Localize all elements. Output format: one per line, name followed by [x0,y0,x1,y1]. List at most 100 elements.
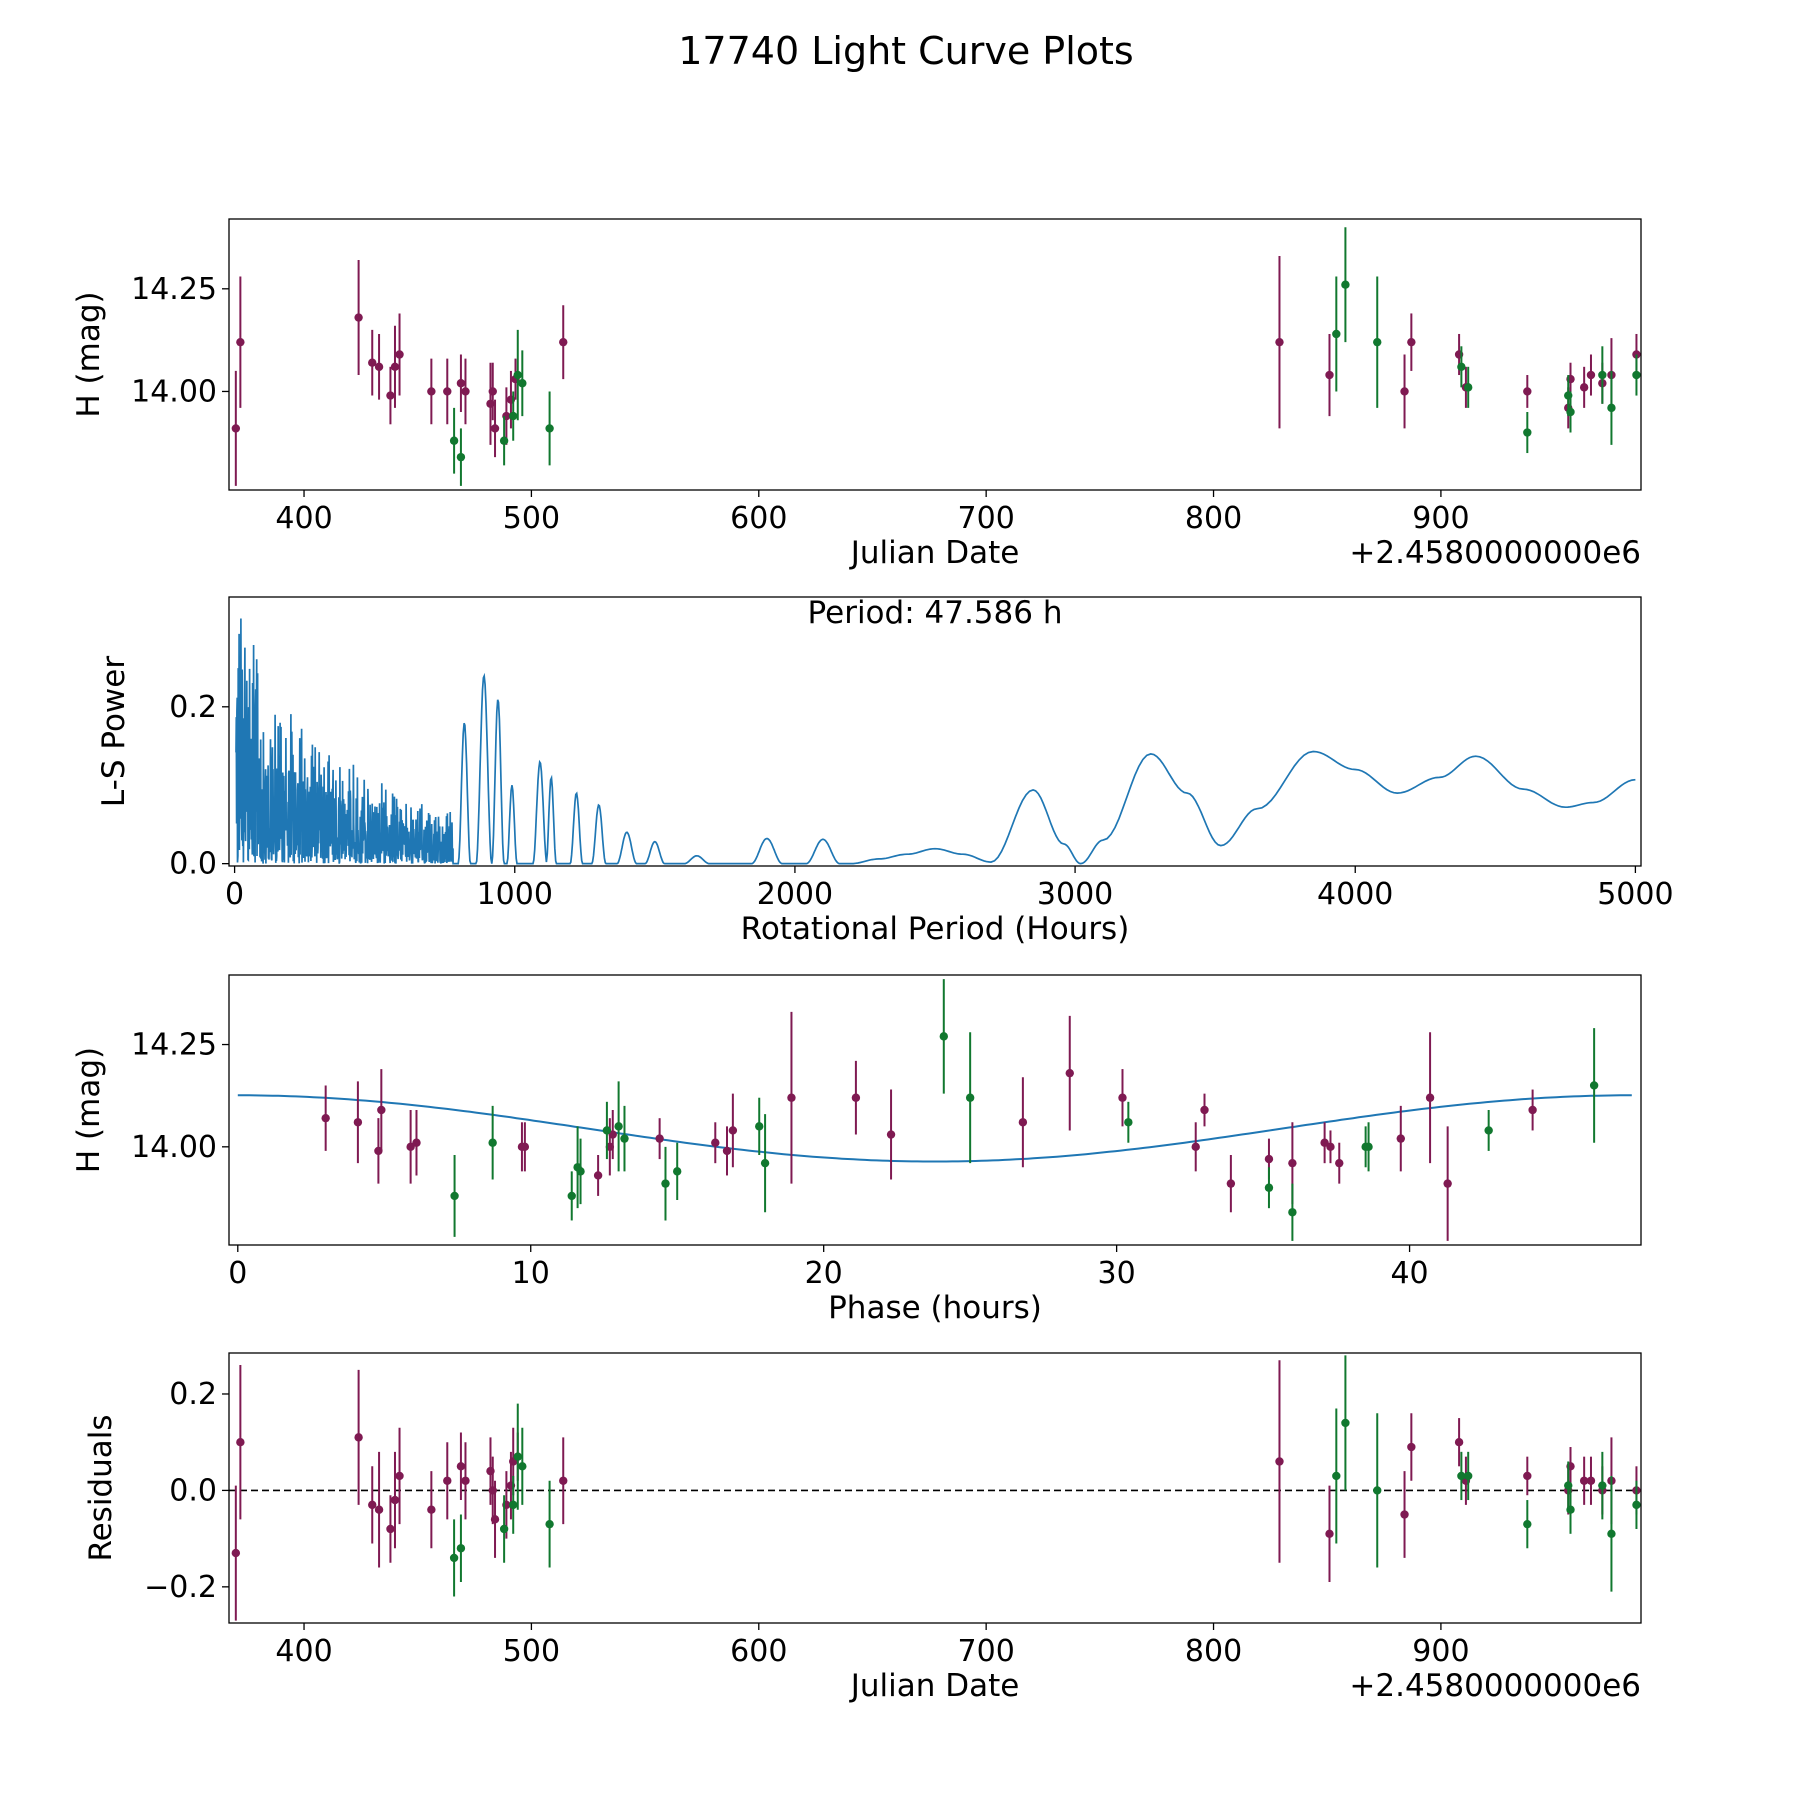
x-tick-label: 500 [503,501,560,536]
data-point [395,1471,404,1481]
data-point [1589,1081,1599,1090]
x-axis-label: Julian Date [849,1668,1020,1704]
data-point [559,337,568,347]
data-point [661,1179,670,1188]
data-point [443,387,452,396]
data-point [427,1505,436,1514]
data-point [608,1130,617,1139]
y-tick-label: 14.00 [131,374,217,409]
plot-area-lightcurve [231,227,1641,486]
data-point [851,1093,861,1102]
data-point [406,1142,415,1152]
x-tick-label: 0 [228,1256,247,1291]
x-tick-label: 600 [730,501,787,536]
data-point [1191,1142,1200,1152]
data-point [1586,370,1596,380]
data-point [488,1138,497,1147]
series-band_a [231,255,1641,486]
data-point [456,452,466,462]
data-point [321,1113,330,1123]
axes-frame [228,974,1642,1246]
series-band_b [450,979,1599,1241]
data-point [412,1138,421,1147]
series-band_a [321,1011,1537,1241]
y-tick-label: 14.00 [131,1130,217,1165]
data-point [1586,1476,1596,1485]
data-point [1607,403,1616,413]
data-point [377,1105,386,1115]
data-point [1264,1154,1274,1164]
data-point [1288,1208,1297,1217]
y-tick-label: 0.2 [169,1377,217,1412]
data-point [1335,1158,1344,1168]
x-tick-label: 30 [1098,1256,1136,1291]
x-tick-label: 800 [1185,1634,1242,1669]
x-tick-label: 1000 [477,877,553,912]
data-point [1463,383,1473,392]
data-point [386,1524,395,1534]
y-axis-label: L-S Power [96,656,132,807]
x-axis-label: Phase (hours) [828,1290,1042,1326]
x-tick-label: 400 [275,501,332,536]
data-point [1598,370,1607,380]
x-tick-label: 4000 [1317,877,1393,912]
data-point [1396,1134,1405,1143]
data-point [1407,337,1416,347]
data-point [236,1437,245,1447]
data-point [461,387,470,396]
data-point [509,411,518,421]
x-tick-label: 400 [275,1634,332,1669]
axes-frame [228,218,1642,491]
x-tick-label: 900 [1412,1634,1469,1669]
data-point [1325,1529,1334,1539]
x-tick-label: 700 [958,501,1015,536]
data-point [1632,1500,1641,1510]
data-point [711,1138,720,1147]
data-point [1579,1476,1589,1485]
panel-phasefold: 0 10 20 30 40 14.00 14.25 Phase (hours) H (mag) [71,974,1642,1326]
data-point [673,1167,682,1176]
y-tick-label: 14.25 [131,272,217,307]
data-point [509,1500,518,1510]
data-point [236,337,245,347]
y-axis-label: H (mag) [71,291,107,417]
data-point [1364,1142,1373,1152]
data-point [456,1462,466,1471]
data-point [593,1171,603,1180]
data-point [1566,1505,1575,1514]
data-point [1523,428,1532,437]
data-point [614,1122,623,1131]
data-point [1288,1158,1297,1168]
data-point [1373,337,1382,347]
data-point [1407,1442,1416,1452]
data-point [1400,387,1409,396]
data-point [1598,1481,1607,1490]
x-tick-label: 900 [1412,501,1469,536]
data-point [1523,1519,1532,1529]
x-tick-label: 500 [503,1634,560,1669]
y-tick-label: 0.0 [169,847,217,882]
data-point [1065,1068,1074,1078]
data-point [620,1134,629,1143]
data-point [886,1130,896,1139]
data-point [1425,1093,1435,1102]
data-point [1018,1118,1028,1127]
data-point [1275,337,1284,347]
data-point [499,1524,509,1534]
data-point [722,1146,732,1156]
data-point [1443,1179,1452,1188]
data-point [449,1553,459,1563]
data-point [939,1032,948,1041]
data-point [499,436,509,445]
data-point [1579,383,1589,392]
data-point [1326,1142,1335,1152]
data-point [1325,370,1334,380]
data-point [395,350,404,359]
y-tick-label: 0.2 [169,690,217,725]
data-point [1523,387,1532,396]
data-point [354,1433,363,1442]
data-point [1632,370,1641,380]
data-point [374,362,384,372]
data-point [1118,1093,1127,1102]
